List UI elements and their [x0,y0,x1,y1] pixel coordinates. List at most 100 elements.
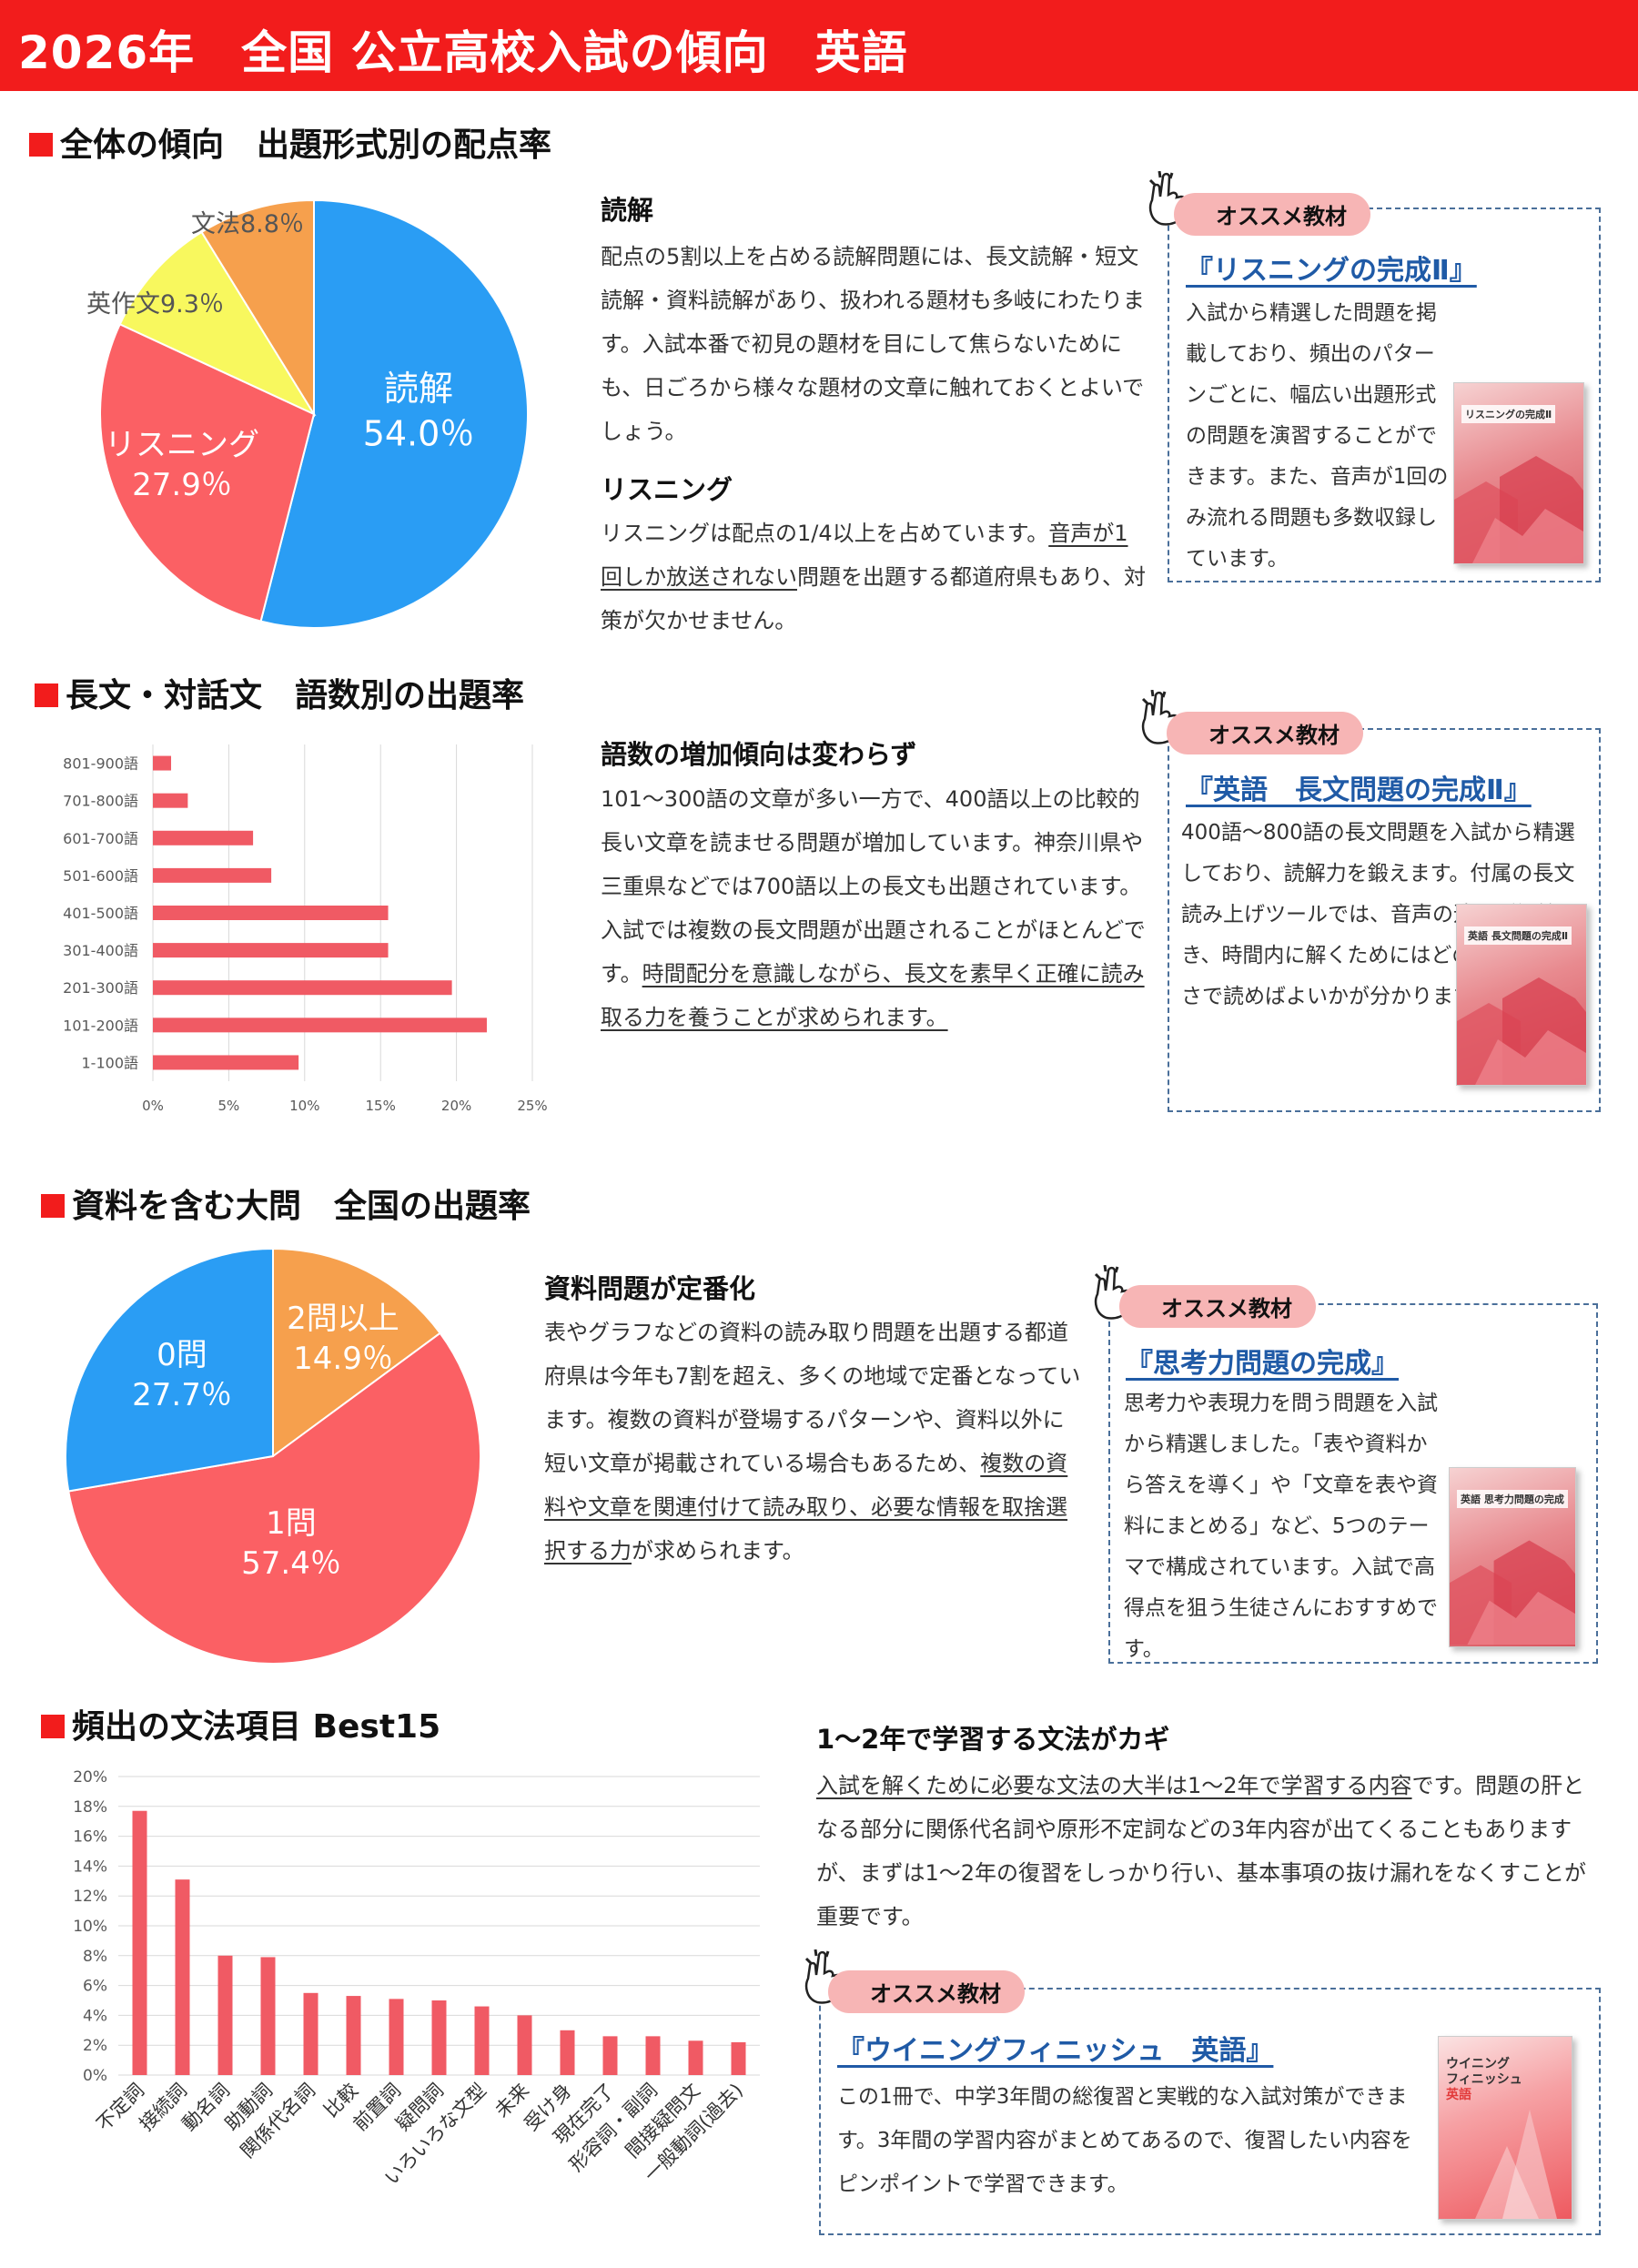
book-cover-pattern [1475,2110,1557,2219]
section-title-wordcount: 長文・対話文 語数別の出題率 [35,669,524,716]
category-label: 不定詞 [93,2080,149,2136]
y-tick-label: 4% [83,2007,107,2025]
wordcount-text-emphasis: 時間配分を意識しながら、長文を素早く正確に読み取る力を養うことが求められます。 [601,961,1145,1030]
listening-text-emphasis: 音声が1回しか放送されない [601,521,1128,590]
pie-slice [200,198,315,418]
pie-slice [118,230,317,417]
bar [153,1018,487,1033]
bar [517,2015,532,2075]
bar [153,943,389,958]
bar [688,2040,703,2075]
bar [560,2030,575,2075]
section-title-materials: 資料を含む大問 全国の出題率 [41,1180,531,1227]
category-label: 501-600語 [63,867,138,885]
pie-slice [67,1331,481,1665]
pie-label: 英作文9.3％ [86,290,224,319]
book-cover-title: 英語 長文問題の完成Ⅱ [1464,926,1572,945]
recommend-book-title[interactable]: 『リスニングの完成Ⅱ』 [1186,255,1477,287]
x-tick-label: 0% [142,1098,164,1114]
bar [431,2000,447,2075]
wordcount-text: 101～300語の文章が多い一方で、400語以上の比較的長い文章を読ませる問題が… [601,777,1147,1039]
book-cover-pattern [1454,456,1583,563]
recommend-text: 思考力や表現力を問う問題を入試から精選しました。「表や資料から答えを導く」や「文… [1124,1383,1442,1670]
bar [217,1955,233,2075]
listening-text-part: 問題を出題する都道府県もあり、対策が欠かせません。 [601,564,1147,633]
book-cover-title-line: ウイニング [1446,2057,1510,2071]
section-title-grammar: 頻出の文法項目 Best15 [41,1700,440,1747]
book-cover-image: リスニングの完成Ⅱ [1453,382,1584,564]
bar-chart-word-count: 0% 5% 10% 15% 20% 25% 801-900語 701-800語 601-700語… [63,744,548,1114]
materials-text-part: 表やグラフなどの資料の読み取り問題を出題する都道府県は今年も7割を超え、多くの地… [544,1320,1081,1476]
y-tick-label: 10% [73,1918,107,1936]
category-label: 601-700語 [63,830,138,847]
bar [303,1992,318,2075]
pie-label: 読解 [384,369,453,409]
listening-text: リスニングは配点の1/4以上を占めています。音声が1回しか放送されない問題を出題… [601,511,1147,643]
section-title-text: 頻出の文法項目 Best15 [72,1708,441,1746]
x-tick-label: 10% [289,1098,319,1114]
book-cover-title-line: 英語 [1446,2088,1471,2102]
book-cover-title: 英語 思考力問題の完成 [1457,1490,1568,1508]
book-cover-pattern [1450,1540,1575,1645]
recommend-book-title[interactable]: 『ウイニングフィニッシュ 英語』 [837,2035,1274,2067]
y-tick-label: 18% [73,1798,107,1817]
bar [153,867,272,883]
pie-slice [99,322,316,623]
listening-text-part: リスニングは配点の1/4以上を占めています。 [601,521,1049,546]
bar [645,2036,661,2075]
category-label: 動名詞 [178,2080,235,2136]
y-tick-label: 14% [73,1858,107,1876]
listening-heading: リスニング [601,474,733,505]
square-bullet-icon [29,133,53,157]
pie-value-label: 57.4％ [241,1545,341,1582]
bar [175,1879,190,2075]
recommend-tab: オススメ教材 [1119,1285,1316,1328]
pie-value-label: 27.7％ [132,1377,232,1413]
x-tick-label: 25% [517,1098,547,1114]
y-tick-label: 12% [73,1888,107,1906]
book-cover-title: リスニングの完成Ⅱ [1461,405,1556,423]
book-cover-title-line: フィニッシュ [1446,2072,1522,2087]
y-tick-label: 16% [73,1828,107,1847]
category-label: 前置詞 [349,2080,406,2136]
bar [731,2041,746,2075]
bar [153,1055,299,1070]
y-tick-label: 8% [83,1948,107,1966]
reading-heading: 読解 [601,195,654,226]
recommend-text: この1冊で、中学3年間の総復習と実戦的な入試対策ができます。3年間の学習内容がま… [837,2075,1429,2206]
bar [153,980,452,996]
bar [474,2006,490,2075]
materials-text-emphasis: 複数の資料や文章を関連付けて読み取り、必要な情報を取捨選択する力 [544,1451,1068,1564]
book-cover-image: 英語 長文問題の完成Ⅱ [1456,904,1587,1086]
square-bullet-icon [41,1194,65,1218]
grammar-text: 入試を解くために必要な文法の大半は1～2年で学習する内容です。問題の肝となる部分… [816,1764,1599,1939]
bar [153,793,188,808]
bar [132,1810,147,2075]
section-title-text: 資料を含む大問 全国の出題率 [72,1188,531,1225]
recommend-text-body: 思考力や表現力を問う問題を入試から精選しました。「表や資料から答えを導く」や「文… [1124,1392,1438,1661]
pie-label: 文法8.8％ [191,210,304,238]
section-title-text: 全体の傾向 出題形式別の配点率 [60,127,552,164]
recommend-tab: オススメ教材 [1167,712,1363,754]
bar [346,1996,361,2075]
pie-slice [65,1247,274,1493]
y-tick-label: 6% [83,1978,107,1996]
y-tick-label: 20% [73,1768,107,1787]
recommend-book-title[interactable]: 『英語 長文問題の完成Ⅱ』 [1186,775,1532,806]
recommend-text: 入試から精選した問題を掲載しており、頻出のパターンごとに、幅広い出題形式の問題を… [1186,293,1450,580]
pie-slice [272,1247,442,1458]
section-title-text: 長文・対話文 語数別の出題率 [66,677,525,714]
book-cover-image: ウイニング フィニッシュ 英語 [1438,2036,1572,2220]
pie-label: 1問 [266,1505,317,1542]
bar [153,830,254,845]
materials-heading: 資料問題が定番化 [544,1273,756,1304]
category-label: 301-400語 [63,942,138,959]
pie-value-label: 27.9％ [132,467,232,503]
recommend-book-title[interactable]: 『思考力問題の完成』 [1126,1348,1399,1380]
recommend-tab: オススメ教材 [828,1970,1025,2013]
bar [389,1999,404,2075]
category-label: 801-900語 [63,755,138,773]
x-tick-label: 5% [218,1098,240,1114]
